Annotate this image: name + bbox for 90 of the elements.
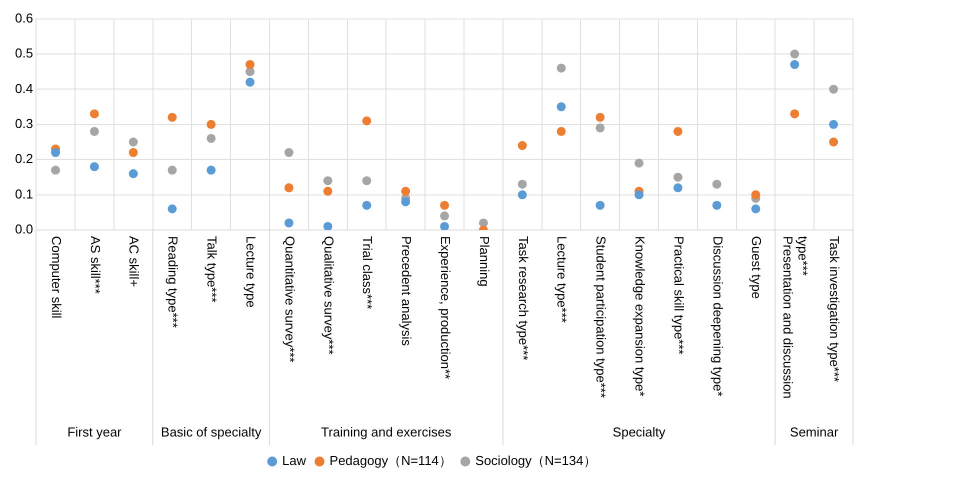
point — [829, 84, 838, 94]
point — [51, 148, 60, 158]
point — [556, 126, 566, 136]
legend-label: Pedagogy（N=114） — [330, 453, 452, 468]
x-tick-label: Experience, production** — [438, 236, 453, 380]
text: Training and exercises — [321, 424, 452, 440]
x-tick-label: Knowledge expansion type* — [632, 236, 648, 396]
point — [634, 158, 644, 168]
y-tick-label: 0.0 — [14, 222, 34, 237]
legend-label: Law — [282, 453, 307, 468]
point — [712, 200, 722, 210]
y-tick-label: 0.5 — [14, 46, 34, 61]
point — [518, 190, 527, 200]
point — [440, 200, 450, 210]
x-tick-label: Planning — [476, 236, 492, 287]
x-tick-label: Guest type — [749, 236, 764, 299]
y-tick-label: 0.4 — [14, 80, 34, 96]
point — [790, 60, 800, 70]
point — [556, 64, 566, 73]
x-tick-label: Reading type*** — [166, 236, 181, 328]
point — [51, 166, 60, 175]
point — [751, 190, 760, 200]
x-tick-label: Computer skill — [48, 236, 64, 318]
legend-label: Sociology（N=134） — [475, 453, 596, 468]
point — [634, 190, 644, 200]
point — [128, 138, 138, 146]
x-tick-label: Quantitative survey*** — [282, 236, 298, 362]
point — [401, 197, 410, 206]
point — [790, 109, 800, 118]
point — [829, 138, 838, 146]
x-tick-label: AS skill*** — [88, 236, 103, 294]
x-tick-label: Trial class*** — [360, 236, 376, 310]
y-tick-label: 0.1 — [14, 186, 34, 202]
text: Specialty — [612, 424, 666, 440]
text: First year — [67, 424, 122, 440]
point — [168, 166, 177, 175]
x-tick-label: Task research type*** — [516, 236, 531, 360]
point — [323, 222, 332, 230]
y-tick-label: 0.2 — [14, 151, 34, 166]
point — [556, 102, 566, 112]
x-tick-label: Talk type*** — [204, 236, 220, 302]
point — [90, 109, 99, 118]
point — [362, 116, 372, 126]
point — [168, 112, 177, 122]
point — [284, 148, 294, 158]
point — [246, 60, 255, 70]
x-tick-label: Qualitative survey*** — [321, 236, 336, 354]
x-tick-label: Task investigation type*** — [826, 236, 842, 382]
point — [206, 166, 216, 175]
point — [518, 180, 527, 189]
point — [284, 183, 294, 192]
point — [323, 186, 332, 196]
x-tick-label: Presentation and discussion type*** — [780, 236, 811, 399]
point — [673, 126, 682, 136]
x-tick-label: Student participation type*** — [594, 236, 609, 398]
x-tick-label: Lecture type*** — [554, 236, 570, 323]
point — [284, 218, 294, 228]
point — [246, 78, 255, 87]
x-tick-label: Discussion deepening type* — [710, 236, 726, 396]
point — [596, 200, 605, 210]
point — [518, 141, 527, 150]
x-tick-label: AC skill+ — [126, 236, 142, 287]
point — [362, 200, 372, 210]
point — [128, 148, 138, 158]
point — [712, 180, 722, 189]
point — [751, 204, 760, 214]
y-tick-label: 0.3 — [14, 116, 34, 131]
y-tick-label: 0.6 — [14, 10, 34, 26]
point — [440, 211, 450, 220]
point — [206, 120, 216, 129]
point — [362, 176, 372, 186]
point — [90, 162, 99, 172]
point — [323, 176, 332, 186]
point — [206, 134, 216, 143]
point — [401, 186, 410, 196]
point — [596, 123, 605, 132]
x-tick-label: Lecture type — [243, 236, 258, 308]
point — [673, 172, 682, 182]
point — [440, 222, 450, 230]
point — [128, 169, 138, 178]
point — [168, 204, 177, 214]
text: Seminar — [790, 424, 839, 440]
point — [673, 183, 682, 192]
x-tick-label: Practical skill type*** — [671, 236, 686, 354]
x-tick-label: Precedent analysis — [399, 236, 414, 346]
point — [829, 120, 838, 129]
point — [596, 112, 605, 122]
point — [790, 50, 800, 58]
point — [90, 126, 99, 136]
text: Basic of specialty — [160, 424, 262, 440]
